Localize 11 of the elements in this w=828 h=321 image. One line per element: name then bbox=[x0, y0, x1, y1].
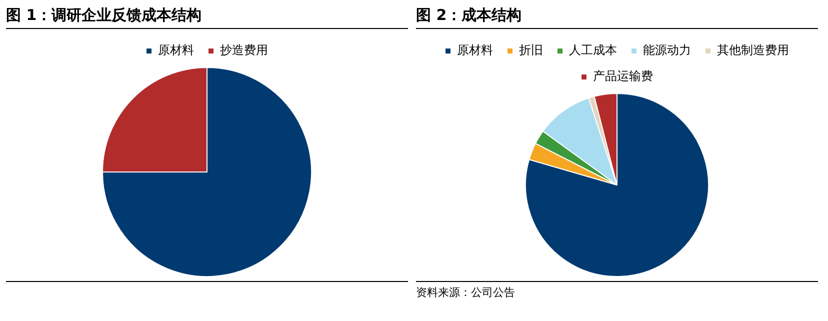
legend-label: 能源动力 bbox=[643, 43, 691, 58]
legend-label: 原材料 bbox=[158, 43, 194, 58]
text: 资料来源：公司公告 bbox=[416, 285, 516, 300]
chart-title: 图 2：成本结构 bbox=[416, 4, 818, 29]
legend-label: 折旧 bbox=[519, 43, 543, 58]
legend-label: 产品运输费 bbox=[593, 69, 653, 84]
legend-label: 抄造费用 bbox=[220, 43, 268, 58]
legend-label: 其他制造费用 bbox=[717, 43, 789, 58]
chart-title: 图 1：调研企业反馈成本结构 bbox=[6, 4, 408, 29]
legend-label: 原材料 bbox=[457, 43, 493, 58]
legend-label: 人工成本 bbox=[569, 43, 617, 58]
